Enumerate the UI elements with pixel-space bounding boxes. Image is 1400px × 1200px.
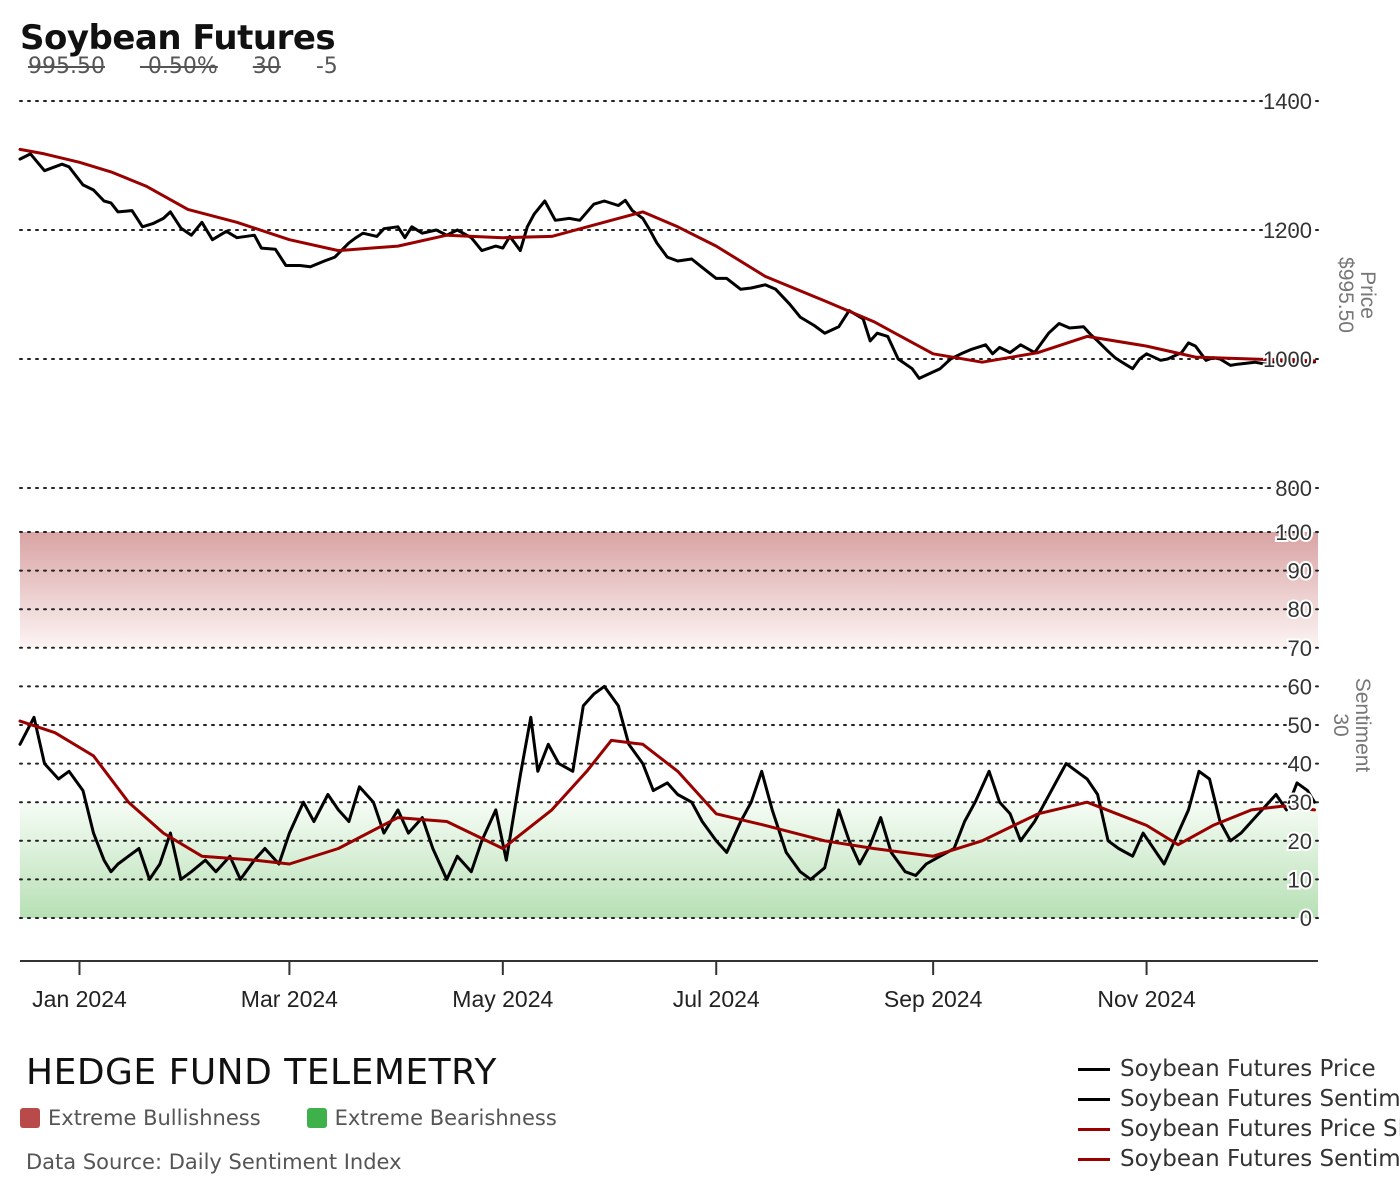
sentiment-tick-label: 80 [1288,597,1312,622]
sentiment-tick-label: 10 [1288,867,1312,892]
sentiment-change: -5 [315,54,338,79]
x-tick-label: May 2024 [452,986,553,1012]
series-lines [18,147,1316,881]
price-line [18,152,1316,380]
header-stats: 995.50 -0.50% 30 -5 [28,54,366,79]
price-tick-label: 1400 [1263,89,1312,114]
sentiment-tick-label: 30 [1288,790,1312,815]
price-sma-line [18,147,1316,364]
sentiment-value: 30 [252,54,281,79]
data-source: Data Source: Daily Sentiment Index [26,1150,402,1174]
bearish-swatch [306,1108,327,1128]
brand-name: HEDGE FUND TELEMETRY [26,1052,497,1093]
tick-labels: 800 1000 1200 1400 0 10 20 30 40 50 60 70 80 90 100 [1261,87,1314,933]
legend-line-price [1078,1067,1110,1071]
price-change: -0.50% [139,54,218,79]
sentiment-axis-title: Sentiment [1351,678,1374,773]
legend-line-sentiment [1078,1097,1110,1101]
bullish-swatch [20,1108,40,1128]
sentiment-tick-label: 50 [1288,713,1312,738]
sentiment-tick-label: 60 [1288,674,1312,699]
x-tick-label: Jul 2024 [673,986,760,1012]
x-tick-label: Sep 2024 [884,986,983,1012]
price-tick-label: 1200 [1263,218,1312,243]
chart-title: Soybean Futures [20,18,336,58]
sentiment-tick-label: 70 [1288,636,1312,661]
sentiment-tick-label: 20 [1288,829,1312,854]
sentiment-tick-label: 0 [1300,906,1312,931]
price-tick-label: 1000 [1263,347,1312,372]
gridlines [19,100,1319,919]
zone-legend-bearish: Extreme Bearishness [306,1106,557,1130]
sentiment-tick-label: 90 [1288,559,1312,584]
legend-label-sentiment-sma: Soybean Futures Sentiment SMA [1120,1146,1400,1172]
price-tick-label: 800 [1275,476,1312,501]
legend-item-sentiment[interactable]: Soybean Futures Sentiment [1078,1084,1400,1114]
series-legend: Soybean Futures Price Soybean Futures Se… [1078,1054,1400,1174]
chart-canvas: 800 1000 1200 1400 0 10 20 30 40 50 60 70 80 90 100 Ja… [18,87,1379,1012]
sentiment-tick-label: 100 [1275,520,1312,545]
legend-label-sentiment: Soybean Futures Sentiment [1120,1086,1400,1112]
price-axis-title: Price [1356,271,1379,319]
x-axis: Jan 2024 Mar 2024 May 2024 Jul 2024 Sep 2024… [20,960,1318,1012]
x-tick-label: Jan 2024 [32,986,127,1012]
price-axis-value: $995.50 [1334,257,1357,333]
zone-legend: Extreme Bullishness Extreme Bearishness [20,1106,557,1130]
last-price: 995.50 [28,54,105,79]
extreme-bearishness-zone [20,802,1318,918]
legend-item-sentiment-sma[interactable]: Soybean Futures Sentiment SMA [1078,1144,1400,1174]
legend-item-price[interactable]: Soybean Futures Price [1078,1054,1400,1084]
sentiment-tick-label: 40 [1288,752,1312,777]
sentiment-axis-value: 30 [1329,713,1352,736]
sentiment-sma-line [18,719,1316,866]
legend-line-sentiment-sma [1078,1157,1110,1161]
bullish-label: Extreme Bullishness [48,1106,261,1130]
price-axis-label: Price$995.50 [1334,257,1379,333]
legend-item-price-sma[interactable]: Soybean Futures Price SMA [1078,1114,1400,1144]
legend-label-price-sma: Soybean Futures Price SMA [1120,1116,1400,1142]
zone-legend-bullish: Extreme Bullishness [20,1106,261,1130]
legend-line-price-sma [1078,1127,1110,1131]
extreme-bullishness-zone [20,532,1318,648]
bearish-label: Extreme Bearishness [334,1106,557,1130]
x-tick-label: Nov 2024 [1097,986,1196,1012]
legend-label-price: Soybean Futures Price [1120,1056,1376,1082]
sentiment-zones [20,532,1318,918]
x-tick-label: Mar 2024 [241,986,338,1012]
